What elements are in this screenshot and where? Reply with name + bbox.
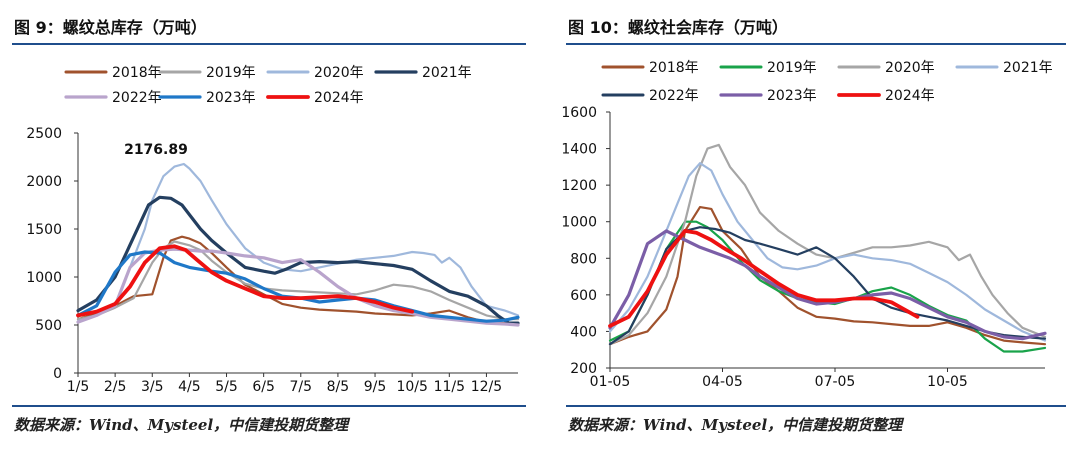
legend-item: 2024年 (837, 88, 935, 104)
x-tick-label: 11/5 (434, 379, 465, 395)
x-tick-label: 5/5 (215, 379, 238, 395)
x-tick-label: 10-05 (927, 374, 968, 390)
y-tick-label: 1600 (561, 105, 597, 121)
y-tick-label: 1000 (26, 270, 62, 286)
footer-divider (566, 405, 1066, 407)
legend-item: 2018年 (601, 60, 699, 76)
y-tick-label: 200 (570, 361, 597, 377)
legend-label: 2020年 (314, 65, 364, 81)
series-line-2018年 (608, 206, 1047, 346)
x-tick-label: 12/5 (471, 379, 502, 395)
series-line-2024年 (76, 244, 415, 318)
legend-item: 2019年 (719, 60, 817, 76)
legend-item: 2020年 (837, 60, 935, 76)
series-line-2019年 (76, 240, 520, 321)
y-tick-label: 400 (570, 324, 597, 340)
legend-label: 2022年 (112, 90, 162, 106)
series-line-2020年 (608, 143, 1047, 346)
legend-item: 2020年 (266, 65, 364, 81)
x-tick-label: 7/5 (290, 379, 313, 395)
legend-item: 2023年 (719, 88, 817, 104)
footer-divider (12, 405, 526, 407)
legend-item: 2019年 (158, 65, 256, 81)
y-tick-label: 600 (570, 288, 597, 304)
series-line-2021年 (608, 162, 1047, 342)
x-tick-label: 3/5 (141, 379, 164, 395)
legend-item: 2024年 (266, 90, 364, 106)
chart-1: 0 500 1000 1500 2000 2500 1/5 2/5 3/5 4/5 5/5 6/5 7/… (26, 65, 520, 395)
legend-item: 2021年 (955, 60, 1053, 76)
legend-label: 2018年 (112, 65, 162, 81)
x-tick-label: 4/5 (178, 379, 201, 395)
series-line-2020年 (76, 162, 520, 323)
legend-label: 2022年 (649, 88, 699, 104)
y-tick-label: 1500 (26, 222, 62, 238)
x-tick-label: 07-05 (815, 374, 856, 390)
series-line-2023年 (608, 229, 1047, 341)
annotation-label: 2176.89 (124, 142, 188, 158)
x-tick-label: 9/5 (364, 379, 387, 395)
legend-label: 2020年 (885, 60, 935, 76)
y-tick-label: 2000 (26, 174, 62, 190)
legend-label: 2019年 (767, 60, 817, 76)
x-tick-label: 8/5 (327, 379, 350, 395)
x-tick-label: 1/5 (67, 379, 90, 395)
data-source: 数据来源：Wind、Mysteel，中信建投期货整理 (568, 416, 903, 434)
y-tick-label: 1000 (561, 215, 597, 231)
chart-title: 图 10：螺纹社会库存（万吨） (568, 18, 788, 37)
legend-label: 2021年 (1003, 60, 1053, 76)
data-source: 数据来源：Wind、Mysteel，中信建投期货整理 (14, 416, 349, 434)
y-tick-label: 0 (53, 366, 62, 382)
y-tick-label: 1200 (561, 178, 597, 194)
legend-item: 2022年 (601, 88, 699, 104)
y-tick-label: 800 (570, 251, 597, 267)
x-tick-label: 01-05 (590, 374, 631, 390)
x-tick-label: 04-05 (702, 374, 743, 390)
legend-label: 2021年 (422, 65, 472, 81)
legend-label: 2019年 (206, 65, 256, 81)
series-line-2018年 (76, 235, 520, 325)
x-tick-label: 10/5 (396, 379, 427, 395)
y-tick-label: 1400 (561, 142, 597, 158)
series-line-2021年 (76, 195, 520, 325)
legend-label: 2023年 (767, 88, 817, 104)
legend-label: 2024年 (885, 88, 935, 104)
chart-title: 图 9：螺纹总库存（万吨） (14, 18, 207, 37)
title-divider (12, 43, 526, 45)
legend-item: 2018年 (64, 65, 162, 81)
y-tick-label: 500 (35, 318, 62, 334)
chart-2: 200 400 600 800 1000 1200 1400 1600 01-05 04-05 07… (561, 60, 1052, 390)
legend-item: 2023年 (158, 90, 256, 106)
legend-item: 2022年 (64, 90, 162, 106)
x-tick-label: 6/5 (252, 379, 275, 395)
legend-label: 2023年 (206, 90, 256, 106)
y-tick-label: 2500 (26, 126, 62, 142)
title-divider (566, 43, 1066, 45)
legend-label: 2018年 (649, 60, 699, 76)
legend-item: 2021年 (374, 65, 472, 81)
legend-label: 2024年 (314, 90, 364, 106)
series-line-2024年 (608, 229, 920, 328)
x-tick-label: 2/5 (104, 379, 127, 395)
